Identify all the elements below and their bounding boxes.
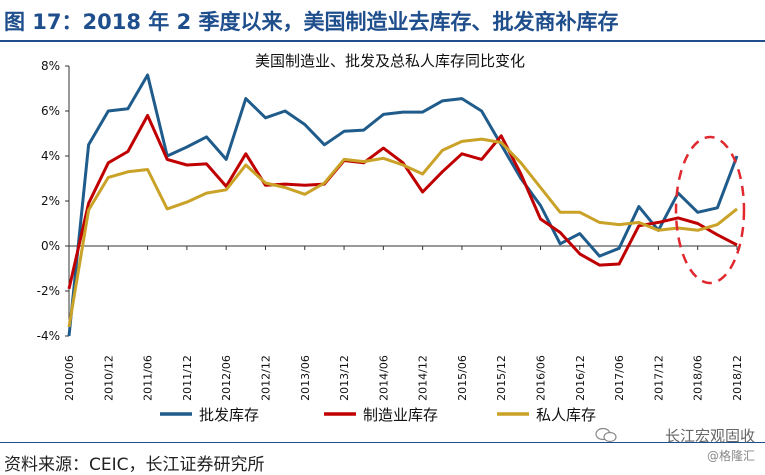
x-tick-label: 2012/06 bbox=[220, 355, 233, 401]
figure-header: 图 17：2018 年 2 季度以来，美国制造业去库存、批发商补库存 bbox=[0, 0, 765, 42]
y-tick-label: -2% bbox=[37, 284, 60, 298]
series-line-2 bbox=[67, 137, 738, 328]
line-chart: 美国制造业、批发及总私人库存同比变化 -4% -2% 0% 2% 4% 6% 8% 2010/… bbox=[37, 52, 746, 424]
source-note: 资料来源：CEIC，长江证券研究所 bbox=[4, 455, 265, 475]
x-tick-label: 2015/06 bbox=[456, 355, 469, 401]
x-tick-label: 2012/12 bbox=[259, 355, 272, 401]
x-tick-label: 2010/06 bbox=[63, 355, 76, 401]
x-tick-label: 2014/12 bbox=[417, 355, 430, 401]
watermark-account: 长江宏观固收 bbox=[664, 427, 755, 445]
footer-rule bbox=[0, 442, 765, 443]
figure-footer: 资料来源：CEIC，长江证券研究所 bbox=[0, 442, 765, 475]
x-tick-label: 2018/12 bbox=[731, 355, 744, 401]
chart-axes: -4% -2% 0% 2% 4% 6% 8% 2010/06 2010/12 2011/06 201… bbox=[37, 59, 744, 401]
x-tick-label: 2016/12 bbox=[574, 355, 587, 401]
series-line-1 bbox=[67, 114, 738, 290]
legend-label: 私人库存 bbox=[536, 406, 596, 424]
series-line-0 bbox=[67, 73, 739, 337]
header-rule bbox=[0, 40, 765, 42]
chart-area: 美国制造业、批发及总私人库存同比变化 -4% -2% 0% 2% 4% 6% 8% 2010/… bbox=[0, 42, 765, 442]
figure-title: 图 17：2018 年 2 季度以来，美国制造业去库存、批发商补库存 bbox=[4, 10, 619, 34]
x-tick-label: 2011/12 bbox=[181, 355, 194, 401]
chart-legend: 批发库存 制造业库存 私人库存 bbox=[160, 406, 596, 424]
x-tick-label: 2016/06 bbox=[535, 355, 548, 401]
y-tick-label: 4% bbox=[41, 149, 60, 163]
y-tick-label: -4% bbox=[37, 329, 60, 343]
watermark-source: @格隆汇 bbox=[706, 449, 755, 463]
x-tick-label: 2010/12 bbox=[102, 355, 115, 401]
x-tick-label: 2011/06 bbox=[142, 355, 155, 401]
chart-series-lines bbox=[67, 73, 739, 337]
x-tick-label: 2017/06 bbox=[613, 355, 626, 401]
wechat-icon bbox=[595, 427, 617, 443]
y-tick-label: 8% bbox=[41, 59, 60, 73]
x-tick-label: 2013/06 bbox=[299, 355, 312, 401]
x-tick-label: 2014/06 bbox=[377, 355, 390, 401]
y-tick-label: 0% bbox=[41, 239, 60, 253]
watermark: 长江宏观固收 @格隆汇 bbox=[595, 425, 755, 469]
highlight-ellipse bbox=[674, 135, 746, 285]
y-tick-label: 2% bbox=[41, 194, 60, 208]
x-tick-label: 2015/12 bbox=[495, 355, 508, 401]
legend-label: 批发库存 bbox=[199, 406, 259, 424]
x-tick-label: 2013/12 bbox=[338, 355, 351, 401]
y-tick-label: 6% bbox=[41, 104, 60, 118]
x-tick-label: 2017/12 bbox=[652, 355, 665, 401]
chart-title: 美国制造业、批发及总私人库存同比变化 bbox=[255, 52, 525, 70]
legend-label: 制造业库存 bbox=[363, 406, 438, 424]
x-tick-label: 2018/06 bbox=[692, 355, 705, 401]
